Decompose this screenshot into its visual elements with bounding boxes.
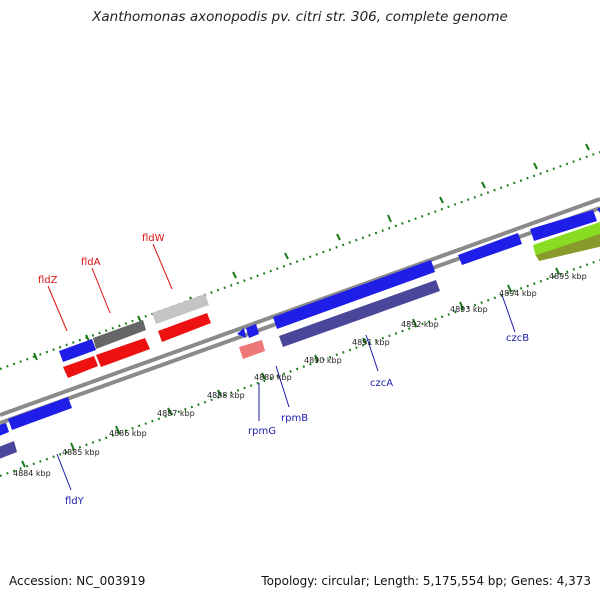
kbp-label: 4890 kbp	[304, 356, 342, 365]
gene-left-edge-forward[interactable]	[0, 423, 9, 436]
lower-scale-track	[0, 258, 600, 478]
gene-label-czcB[interactable]: czcB	[506, 333, 529, 344]
gene-forward-edge-tip[interactable]	[597, 205, 600, 218]
upper-backbone	[0, 197, 600, 417]
leader-czcA	[365, 334, 379, 372]
gene-rpmB-reverse[interactable]	[239, 340, 265, 359]
gene-czcA-forward[interactable]	[273, 260, 435, 329]
leader-rpmB	[275, 365, 290, 408]
gene-green-reverse[interactable]	[533, 222, 600, 257]
kbp-label: 4885 kbp	[62, 448, 100, 457]
gene-left-edge-reverse[interactable]	[0, 441, 17, 459]
gene-fldW-reverse[interactable]	[158, 313, 211, 342]
gene-fldA-forward[interactable]	[93, 320, 146, 349]
kbp-label: 4884 kbp	[13, 469, 51, 478]
gene-label-fldW[interactable]: fldW	[142, 233, 165, 244]
leader-fldY	[56, 453, 72, 491]
gene-forward-edge[interactable]	[530, 210, 597, 241]
gene-fldZ-forward[interactable]	[59, 339, 96, 362]
gene-czcB-forward[interactable]	[458, 233, 522, 265]
kbp-label: 4891 kbp	[352, 338, 390, 347]
kbp-label: 4893 kbp	[450, 305, 488, 314]
kbp-label: 4887 kbp	[157, 409, 195, 418]
upper-scale-dots	[0, 150, 600, 371]
genome-title: Xanthomonas axonopodis pv. citri str. 30…	[92, 9, 508, 25]
genome-summary-text: Topology: circular; Length: 5,175,554 bp…	[261, 574, 591, 588]
kbp-label: 4888 kbp	[207, 391, 245, 400]
gene-fldA-reverse[interactable]	[96, 338, 150, 367]
label-leaders	[47, 243, 516, 491]
leader-fldA	[91, 267, 111, 314]
gene-fldW-forward[interactable]	[152, 294, 209, 324]
gene-labels: fldW fldA fldZ czcB czcA rpmB rpmG fldY	[38, 233, 529, 507]
leader-czcB	[501, 294, 516, 333]
leader-fldW	[152, 243, 173, 290]
forward-strand-genes	[0, 205, 600, 436]
kbp-label: 4886 kbp	[109, 429, 147, 438]
kbp-label: 4895 kbp	[549, 272, 587, 281]
accession-text: Accession: NC_003919	[9, 574, 146, 588]
kbp-label: 4889 kbp	[254, 373, 292, 382]
gene-label-rpmB[interactable]: rpmB	[281, 413, 308, 424]
gene-olive-reverse[interactable]	[536, 234, 600, 261]
kbp-label: 4894 kbp	[499, 289, 537, 298]
gene-fldY-forward[interactable]	[8, 397, 72, 430]
lower-scale-ticks	[21, 267, 560, 468]
gene-fldZ-reverse[interactable]	[63, 356, 98, 378]
gene-rpmG-forward[interactable]	[237, 328, 246, 338]
lower-scale-dots	[0, 258, 600, 478]
kbp-label: 4892 kbp	[401, 320, 439, 329]
kbp-labels: 4884 kbp 4885 kbp 4886 kbp 4887 kbp 4888…	[13, 272, 587, 478]
leader-fldZ	[47, 285, 68, 332]
gene-label-czcA[interactable]: czcA	[370, 378, 393, 389]
gene-label-fldZ[interactable]: fldZ	[38, 275, 58, 286]
gene-rpmB-forward[interactable]	[246, 324, 259, 338]
gene-label-fldA[interactable]: fldA	[81, 257, 101, 268]
gene-label-fldY[interactable]: fldY	[65, 496, 85, 507]
gene-label-rpmG[interactable]: rpmG	[248, 426, 276, 437]
gene-czcA-reverse[interactable]	[279, 280, 440, 347]
reverse-strand-genes	[0, 222, 600, 459]
